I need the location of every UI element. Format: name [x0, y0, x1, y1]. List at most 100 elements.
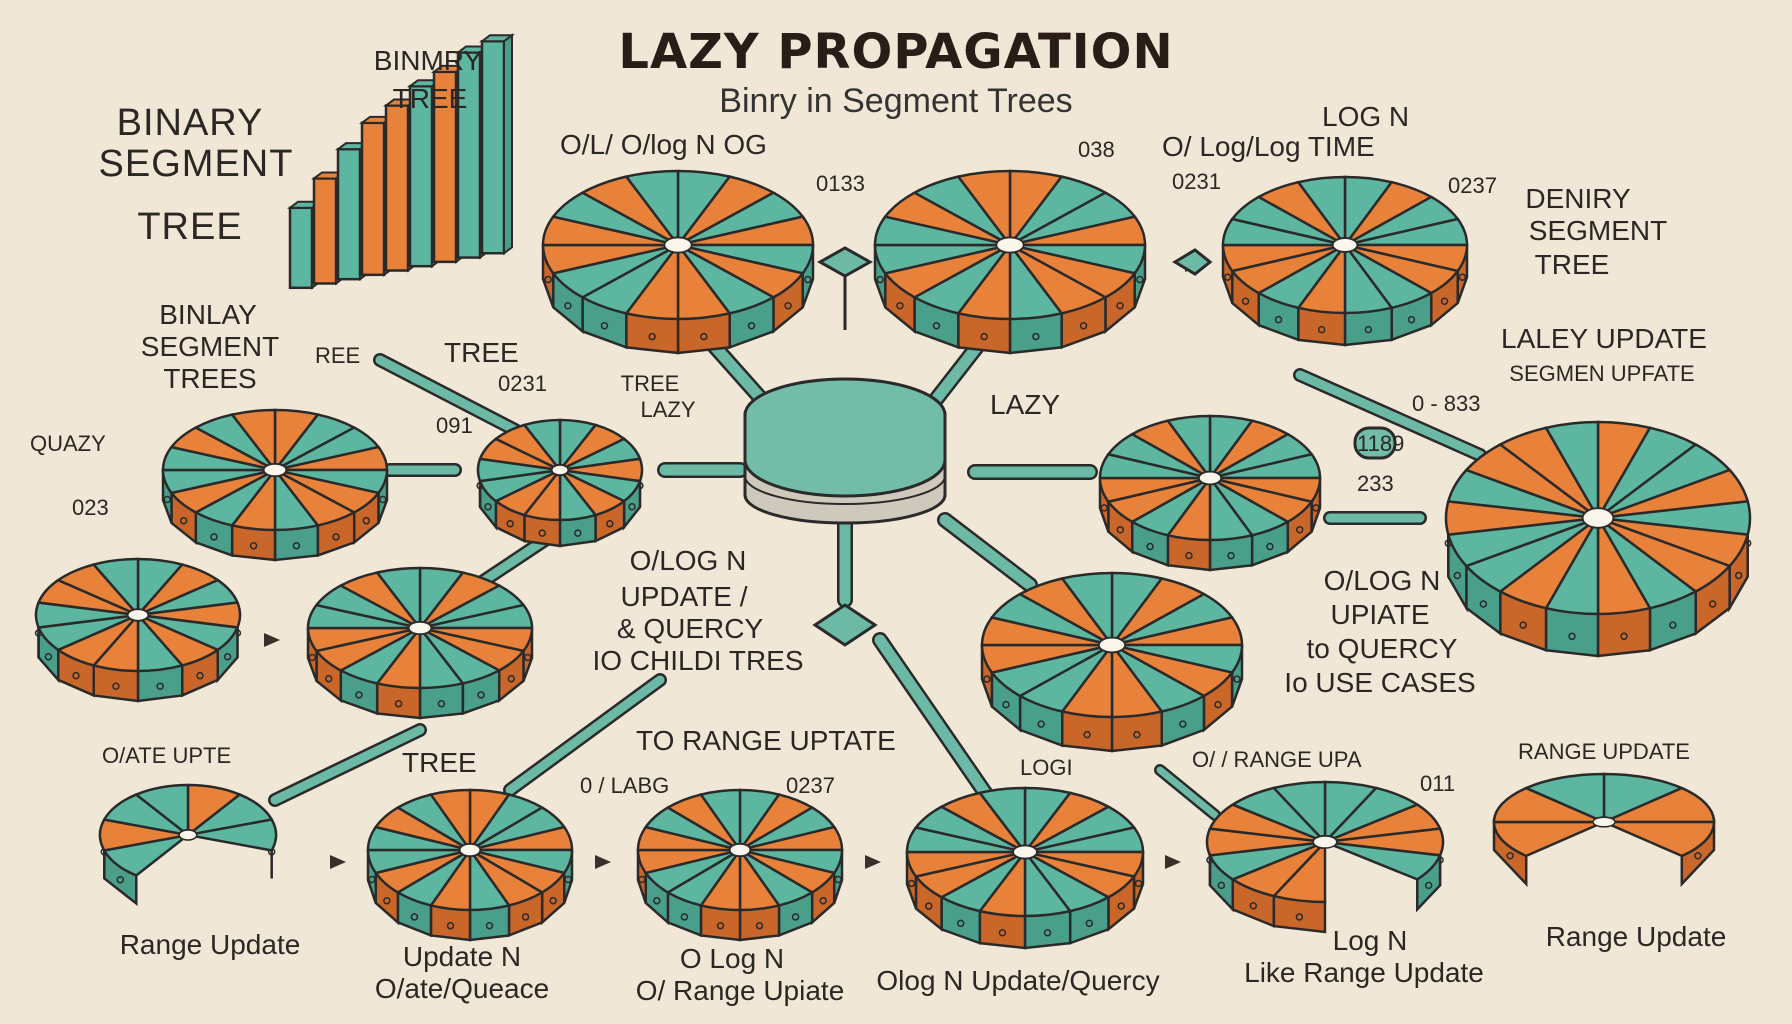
- wheel-rivet: [680, 913, 689, 921]
- wheel-rivet: [196, 671, 204, 680]
- label-091: 091: [436, 413, 473, 438]
- wheel-hub: [551, 464, 569, 476]
- wheel-segment: [1544, 420, 1600, 511]
- label-oate-queace: O/ate/Queace: [374, 973, 550, 1004]
- wheel-rivet: [1217, 881, 1226, 890]
- wheel-rivet: [368, 875, 376, 884]
- wheel-rivet: [1364, 325, 1373, 334]
- wheel-segment: [195, 818, 278, 852]
- wheel-rivet: [116, 876, 125, 884]
- label-binmry: BINMRY: [373, 45, 483, 76]
- wheel-segment-side: [1544, 606, 1600, 658]
- wheel-rivet: [653, 896, 661, 905]
- wheel-hub: [1312, 835, 1338, 849]
- label-binmry-tree: TREE: [392, 83, 468, 114]
- wheel-segment: [522, 418, 562, 467]
- wheel-rivet: [544, 275, 552, 284]
- wheel-rivet: [700, 332, 708, 341]
- wheel-rivet: [1032, 332, 1040, 341]
- wheel-rivet: [1179, 720, 1187, 728]
- label-range-upiate: O/ Range Upiate: [635, 975, 845, 1006]
- label-833: 0 - 833: [1412, 391, 1481, 416]
- wheel-rivet: [1037, 720, 1045, 728]
- label-like-range-update: Like Range Update: [1244, 957, 1484, 988]
- wheel-rivet: [1407, 315, 1416, 324]
- wheel-hub: [1198, 471, 1222, 485]
- label-right-use-cases: Io USE CASES: [1284, 667, 1476, 698]
- diamond-icon: [812, 603, 878, 647]
- wheel-rivet: [1214, 700, 1222, 709]
- small-cylinder: [1353, 426, 1397, 460]
- wheel-rivet: [156, 682, 164, 690]
- wheel-rivet: [784, 301, 792, 310]
- wheel-rivet: [308, 653, 317, 662]
- wheel-rivet: [332, 533, 340, 541]
- wheel-rivet: [564, 301, 572, 310]
- wheel-rivet: [804, 275, 812, 284]
- label-tree-lazy-2: LAZY: [640, 397, 696, 422]
- label-olog-range: O Log N: [679, 943, 785, 974]
- wheel-rivet: [1506, 852, 1514, 860]
- wheel-rivet: [1185, 551, 1193, 560]
- wheel-rivet: [383, 896, 391, 905]
- wheel-rivet: [163, 495, 172, 504]
- label-segmen-upfate: SEGMEN UPFATE: [1509, 361, 1695, 386]
- wheel-rivet: [249, 541, 258, 550]
- label-tree-top: TREE: [444, 337, 519, 368]
- page-subtitle: Binry in Segment Trees: [719, 82, 1073, 120]
- wheel-rivet: [112, 682, 120, 690]
- wheel-segment: [91, 557, 140, 612]
- label-038: 038: [1078, 137, 1115, 162]
- wheel-hub: [459, 843, 481, 857]
- wheel-rivet: [1440, 297, 1449, 306]
- wheel-rivet: [1117, 902, 1125, 910]
- wheel-lower-right: [980, 571, 1244, 753]
- wheel-top-right: [1221, 175, 1469, 347]
- wheel-rivet: [932, 321, 941, 330]
- wheel-rivet: [549, 896, 557, 905]
- label-1189: 1189: [1357, 431, 1405, 456]
- wheel-low-left: [34, 557, 242, 703]
- wheel-hub: [1592, 816, 1616, 828]
- wheel-rivet: [1694, 852, 1702, 860]
- label-center-update: UPDATE /: [620, 581, 748, 612]
- wheel-top-left: [541, 169, 815, 355]
- wheel-hub: [263, 463, 287, 477]
- wheel-hub: [1098, 637, 1126, 653]
- wheel-rivet: [1241, 297, 1250, 306]
- wheel-segment: [428, 788, 472, 846]
- label-log-time: O/ Log/Log TIME: [1162, 131, 1375, 162]
- wheel-rivet: [538, 529, 546, 537]
- wheel-mid-low: [306, 566, 534, 720]
- wheel-rivet: [1133, 730, 1141, 739]
- wheel-rivet: [1227, 551, 1235, 560]
- label-binlay-trees: TREES: [163, 363, 257, 394]
- wheel-rivet: [1085, 919, 1094, 928]
- wheel-segment: [1296, 175, 1347, 241]
- wheel-rivet: [648, 332, 656, 341]
- label-to-range-update: TO RANGE UPTATE: [636, 725, 896, 756]
- label-oiate-upte: O/ATE UPTE: [102, 743, 232, 768]
- wheel-rivet: [1002, 700, 1010, 709]
- label-olog-update-quercy: Olog N Update/Quercy: [876, 965, 1160, 996]
- wheel-rivet: [983, 675, 991, 683]
- wheel-hub: [178, 829, 198, 841]
- wheel-rivet: [1116, 526, 1125, 534]
- wheel-rivet: [485, 921, 494, 930]
- label-ree: REE: [315, 343, 361, 368]
- wheel-rivet: [1708, 600, 1717, 608]
- label-binlay-segment: SEGMENT: [140, 331, 280, 362]
- segment-tree-wheels: [34, 169, 1752, 950]
- wheel-rivet: [507, 674, 516, 683]
- wheel-rivet: [1116, 301, 1124, 310]
- wheel-rivet: [1233, 675, 1241, 683]
- wheel-rivet: [292, 541, 301, 550]
- label-0237-low: 0237: [786, 773, 835, 798]
- label-quazy: QUAZY: [30, 431, 106, 456]
- wheel-rivet: [1734, 571, 1743, 580]
- label-tree-low: TREE: [402, 747, 477, 778]
- wheel-rivet: [628, 503, 636, 511]
- label-0237: 0237: [1448, 173, 1497, 198]
- wheel-rivet: [755, 921, 764, 930]
- label-233: 233: [1357, 471, 1394, 496]
